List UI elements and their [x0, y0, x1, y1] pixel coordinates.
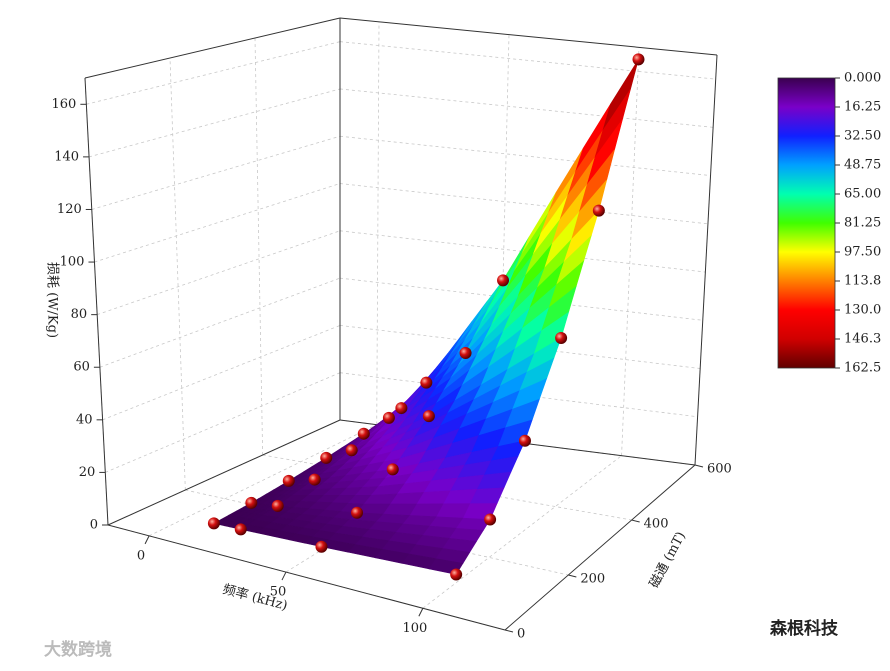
- grid-line: [339, 88, 714, 128]
- box-edge: [107, 419, 341, 526]
- surface-layer: [213, 59, 639, 575]
- colorbar-tick-label: 48.75: [844, 158, 881, 173]
- labels-layer: 0 20 40 60 80 100 120 140 160 0 50 100 0 200 400 600: [52, 97, 732, 642]
- z-tick-label: 140: [54, 149, 79, 164]
- grid-line: [185, 489, 569, 576]
- grid-line: [376, 21, 380, 425]
- tick-mark: [568, 574, 577, 578]
- box-edge: [84, 77, 109, 526]
- z-tick-label: 160: [52, 97, 77, 112]
- grid-line: [339, 41, 716, 80]
- grid-line: [254, 37, 264, 456]
- z-axis-title: 损耗 (W/Kg): [45, 262, 60, 338]
- x-tick-label: 0: [137, 548, 145, 563]
- y-tick-label: 400: [644, 517, 669, 532]
- tick-mark: [694, 464, 704, 468]
- grid-line: [94, 183, 341, 263]
- colorbar-tick-label: 81.25: [844, 216, 881, 231]
- data-point: [422, 410, 435, 423]
- tick-mark: [504, 629, 514, 633]
- z-tick-label: 0: [90, 518, 98, 533]
- colorbar-tick-label: 162.5: [844, 361, 881, 376]
- x-tick-label: 100: [402, 621, 427, 636]
- z-tick-label: 40: [76, 412, 93, 427]
- grid-layer: [80, 17, 718, 633]
- data-point: [555, 331, 568, 344]
- z-tick-label: 120: [57, 202, 82, 217]
- data-point: [592, 204, 605, 217]
- tick-mark: [144, 535, 150, 545]
- data-point: [518, 434, 531, 447]
- tick-mark: [631, 519, 640, 523]
- watermark: 森根科技: [770, 618, 839, 639]
- tick-mark: [418, 608, 424, 617]
- y-tick-label: 600: [707, 462, 732, 477]
- data-point: [345, 444, 358, 457]
- grid-line: [339, 135, 711, 176]
- box-edge: [504, 464, 696, 631]
- grid-line: [102, 325, 341, 421]
- grid-line: [169, 57, 186, 491]
- grid-line: [339, 230, 706, 273]
- colorbar-tick-label: 146.3: [844, 332, 881, 347]
- data-point: [207, 517, 220, 530]
- z-tick-label: 80: [71, 307, 88, 322]
- y-tick-label: 0: [517, 627, 525, 642]
- grid-line: [99, 277, 341, 368]
- grid-line: [91, 135, 341, 210]
- data-point: [271, 499, 284, 512]
- box-edge: [84, 17, 341, 79]
- data-point: [282, 474, 295, 487]
- data-point: [459, 347, 472, 360]
- grid-line: [88, 88, 341, 158]
- y-axis-title: 磁通 (mT): [647, 529, 689, 590]
- data-point: [315, 540, 328, 553]
- data-point: [245, 496, 258, 509]
- box-edge: [694, 54, 718, 466]
- colorbar-tick-label: 32.50: [844, 129, 881, 144]
- z-tick-label: 60: [73, 360, 90, 375]
- grid-line: [97, 230, 341, 316]
- colorbar: [777, 77, 836, 369]
- grid-line: [86, 41, 341, 105]
- data-point: [386, 463, 399, 476]
- data-point: [351, 506, 364, 519]
- colorbar-tick-label: 0.000: [844, 71, 881, 86]
- grid-line: [621, 47, 640, 456]
- grid-line: [148, 424, 377, 537]
- colorbar-tick-label: 113.8: [844, 274, 881, 289]
- data-point: [450, 568, 463, 581]
- tick-mark: [281, 571, 287, 581]
- y-tick-label: 200: [580, 572, 605, 587]
- colorbar-tick-label: 65.00: [844, 187, 881, 202]
- x-tick-label: 50: [270, 585, 287, 600]
- data-point: [234, 523, 247, 536]
- grid-line: [339, 183, 708, 225]
- data-point: [320, 451, 333, 464]
- colorbar-tick-label: 97.50: [844, 245, 881, 260]
- watermark: 大数跨境: [44, 639, 112, 660]
- z-tick-label: 100: [60, 255, 85, 270]
- data-point: [357, 427, 370, 440]
- data-point: [395, 402, 408, 415]
- points-layer: [207, 53, 645, 581]
- grid-line: [105, 372, 341, 473]
- box-edge: [107, 524, 506, 631]
- box-edge: [339, 17, 718, 56]
- data-point: [308, 473, 321, 486]
- z-tick-label: 20: [79, 465, 96, 480]
- colorbar-tick-label: 16.25: [844, 100, 881, 115]
- data-point: [382, 411, 395, 424]
- data-point: [420, 376, 433, 389]
- data-point: [497, 274, 510, 287]
- colorbar-tick-label: 130.0: [844, 303, 881, 318]
- data-point: [484, 513, 497, 526]
- data-point: [632, 53, 645, 66]
